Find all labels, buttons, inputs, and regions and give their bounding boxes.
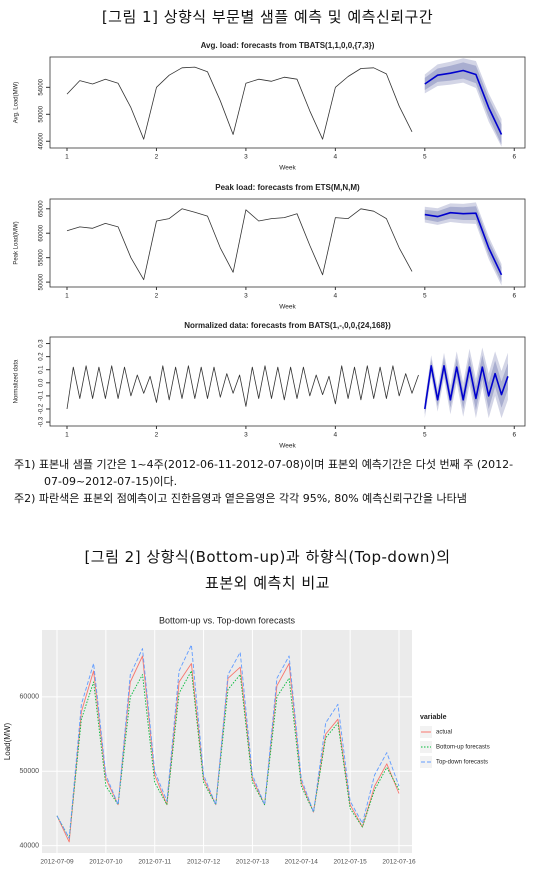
y-tick-label: 46000 <box>39 132 45 149</box>
x-tick-label: 5 <box>423 154 427 161</box>
confidence-band <box>424 62 502 145</box>
y-tick-label: 60000 <box>20 694 40 701</box>
figure-title: [그림 1] 상향식 부문별 샘플 예측 및 예측신뢰구간 <box>101 8 434 26</box>
plot-frame <box>49 336 526 427</box>
y-tick-label: 0.3 <box>39 339 45 348</box>
y-tick-label: 40000 <box>20 842 40 849</box>
y-tick-label: 0.2 <box>39 352 45 361</box>
x-tick-label: 4 <box>334 293 338 300</box>
x-tick-label: 2012-07-15 <box>334 859 368 866</box>
x-tick-label: 2 <box>155 154 159 161</box>
y-tick-label: 65000 <box>39 200 45 217</box>
plot-frame <box>49 198 526 288</box>
forecast-line <box>424 211 503 276</box>
chart-title: Peak load: forecasts from ETS(M,N,M) <box>215 183 360 192</box>
y-axis-label: Load(MW) <box>3 722 12 760</box>
x-tick-label: 2 <box>155 293 159 300</box>
y-tick-label: 50000 <box>20 768 40 775</box>
forecast-line <box>424 69 503 135</box>
actual-line <box>66 66 413 140</box>
x-tick-label: 2012-07-09 <box>40 859 74 866</box>
x-tick-label: 3 <box>244 293 248 300</box>
forecast-line <box>424 365 509 410</box>
x-tick-label: 2012-07-12 <box>187 859 221 866</box>
x-tick-label: 1 <box>65 432 69 439</box>
note: 주1) 표본내 샘플 기간은 1~4주(2012-06-11-2012-07-0… <box>14 458 514 488</box>
x-tick-label: 6 <box>512 293 516 300</box>
legend-title: variable <box>420 714 447 721</box>
y-tick-label: 55000 <box>39 249 45 266</box>
x-axis-label: Week <box>279 304 296 311</box>
x-tick-label: 5 <box>423 432 427 439</box>
x-tick-label: 3 <box>244 154 248 161</box>
plot-panel <box>42 630 412 853</box>
x-tick-label: 2012-07-16 <box>382 859 416 866</box>
y-tick-label: 0.0 <box>39 378 45 387</box>
y-tick-label: 50000 <box>39 105 45 122</box>
chart-title: Avg. load: forecasts from TBATS(1,1,0,0,… <box>201 41 375 50</box>
figure-title: [그림 2] 상향식(Bottom-up)과 하향식(Top-down)의 <box>84 548 451 566</box>
note: 주2) 파란색은 표본외 점예측이고 진한음영과 옅은음영은 각각 95%, 8… <box>14 492 467 505</box>
x-tick-label: 2012-07-13 <box>236 859 270 866</box>
x-axis-label: Week <box>279 443 296 450</box>
legend-label: Top-down forecasts <box>436 760 488 766</box>
series-line <box>56 670 400 839</box>
y-tick-label: 0.1 <box>39 365 45 374</box>
legend-label: actual <box>436 730 452 736</box>
x-tick-label: 3 <box>244 432 248 439</box>
confidence-band <box>424 202 502 286</box>
legend-key <box>420 741 432 753</box>
actual-line <box>66 208 413 281</box>
legend-label: Bottom-up forecasts <box>436 745 490 751</box>
x-tick-label: 1 <box>65 154 69 161</box>
chart-title: Bottom-up vs. Top-down forecasts <box>159 615 295 625</box>
figure-title: 표본외 예측치 비교 <box>205 574 330 592</box>
x-tick-label: 2012-07-11 <box>138 859 171 866</box>
x-tick-label: 1 <box>65 293 69 300</box>
x-tick-label: 2012-07-10 <box>89 859 123 866</box>
y-axis-label: Avg. Load(MW) <box>14 82 20 124</box>
x-tick-label: 2012-07-14 <box>285 859 319 866</box>
y-tick-label: 54000 <box>39 78 45 95</box>
y-tick-label: -0.2 <box>39 403 45 414</box>
legend-key <box>420 756 432 768</box>
actual-line <box>66 365 419 410</box>
x-tick-label: 5 <box>423 293 427 300</box>
x-tick-label: 4 <box>334 154 338 161</box>
y-tick-label: 50000 <box>39 273 45 290</box>
chart-title: Normalized data: forecasts from BATS(1,-… <box>184 321 391 330</box>
y-tick-label: -0.1 <box>39 390 45 401</box>
y-tick-label: 60000 <box>39 224 45 241</box>
y-axis-label: Normalized data <box>14 359 20 403</box>
plot-frame <box>49 56 526 149</box>
x-tick-label: 2 <box>155 432 159 439</box>
y-axis-label: Peak Load(MW) <box>14 221 20 264</box>
x-axis-label: Week <box>279 165 296 172</box>
x-tick-label: 6 <box>512 432 516 439</box>
confidence-band <box>424 206 502 283</box>
x-tick-label: 4 <box>334 432 338 439</box>
y-tick-label: -0.3 <box>39 416 45 427</box>
x-tick-label: 6 <box>512 154 516 161</box>
